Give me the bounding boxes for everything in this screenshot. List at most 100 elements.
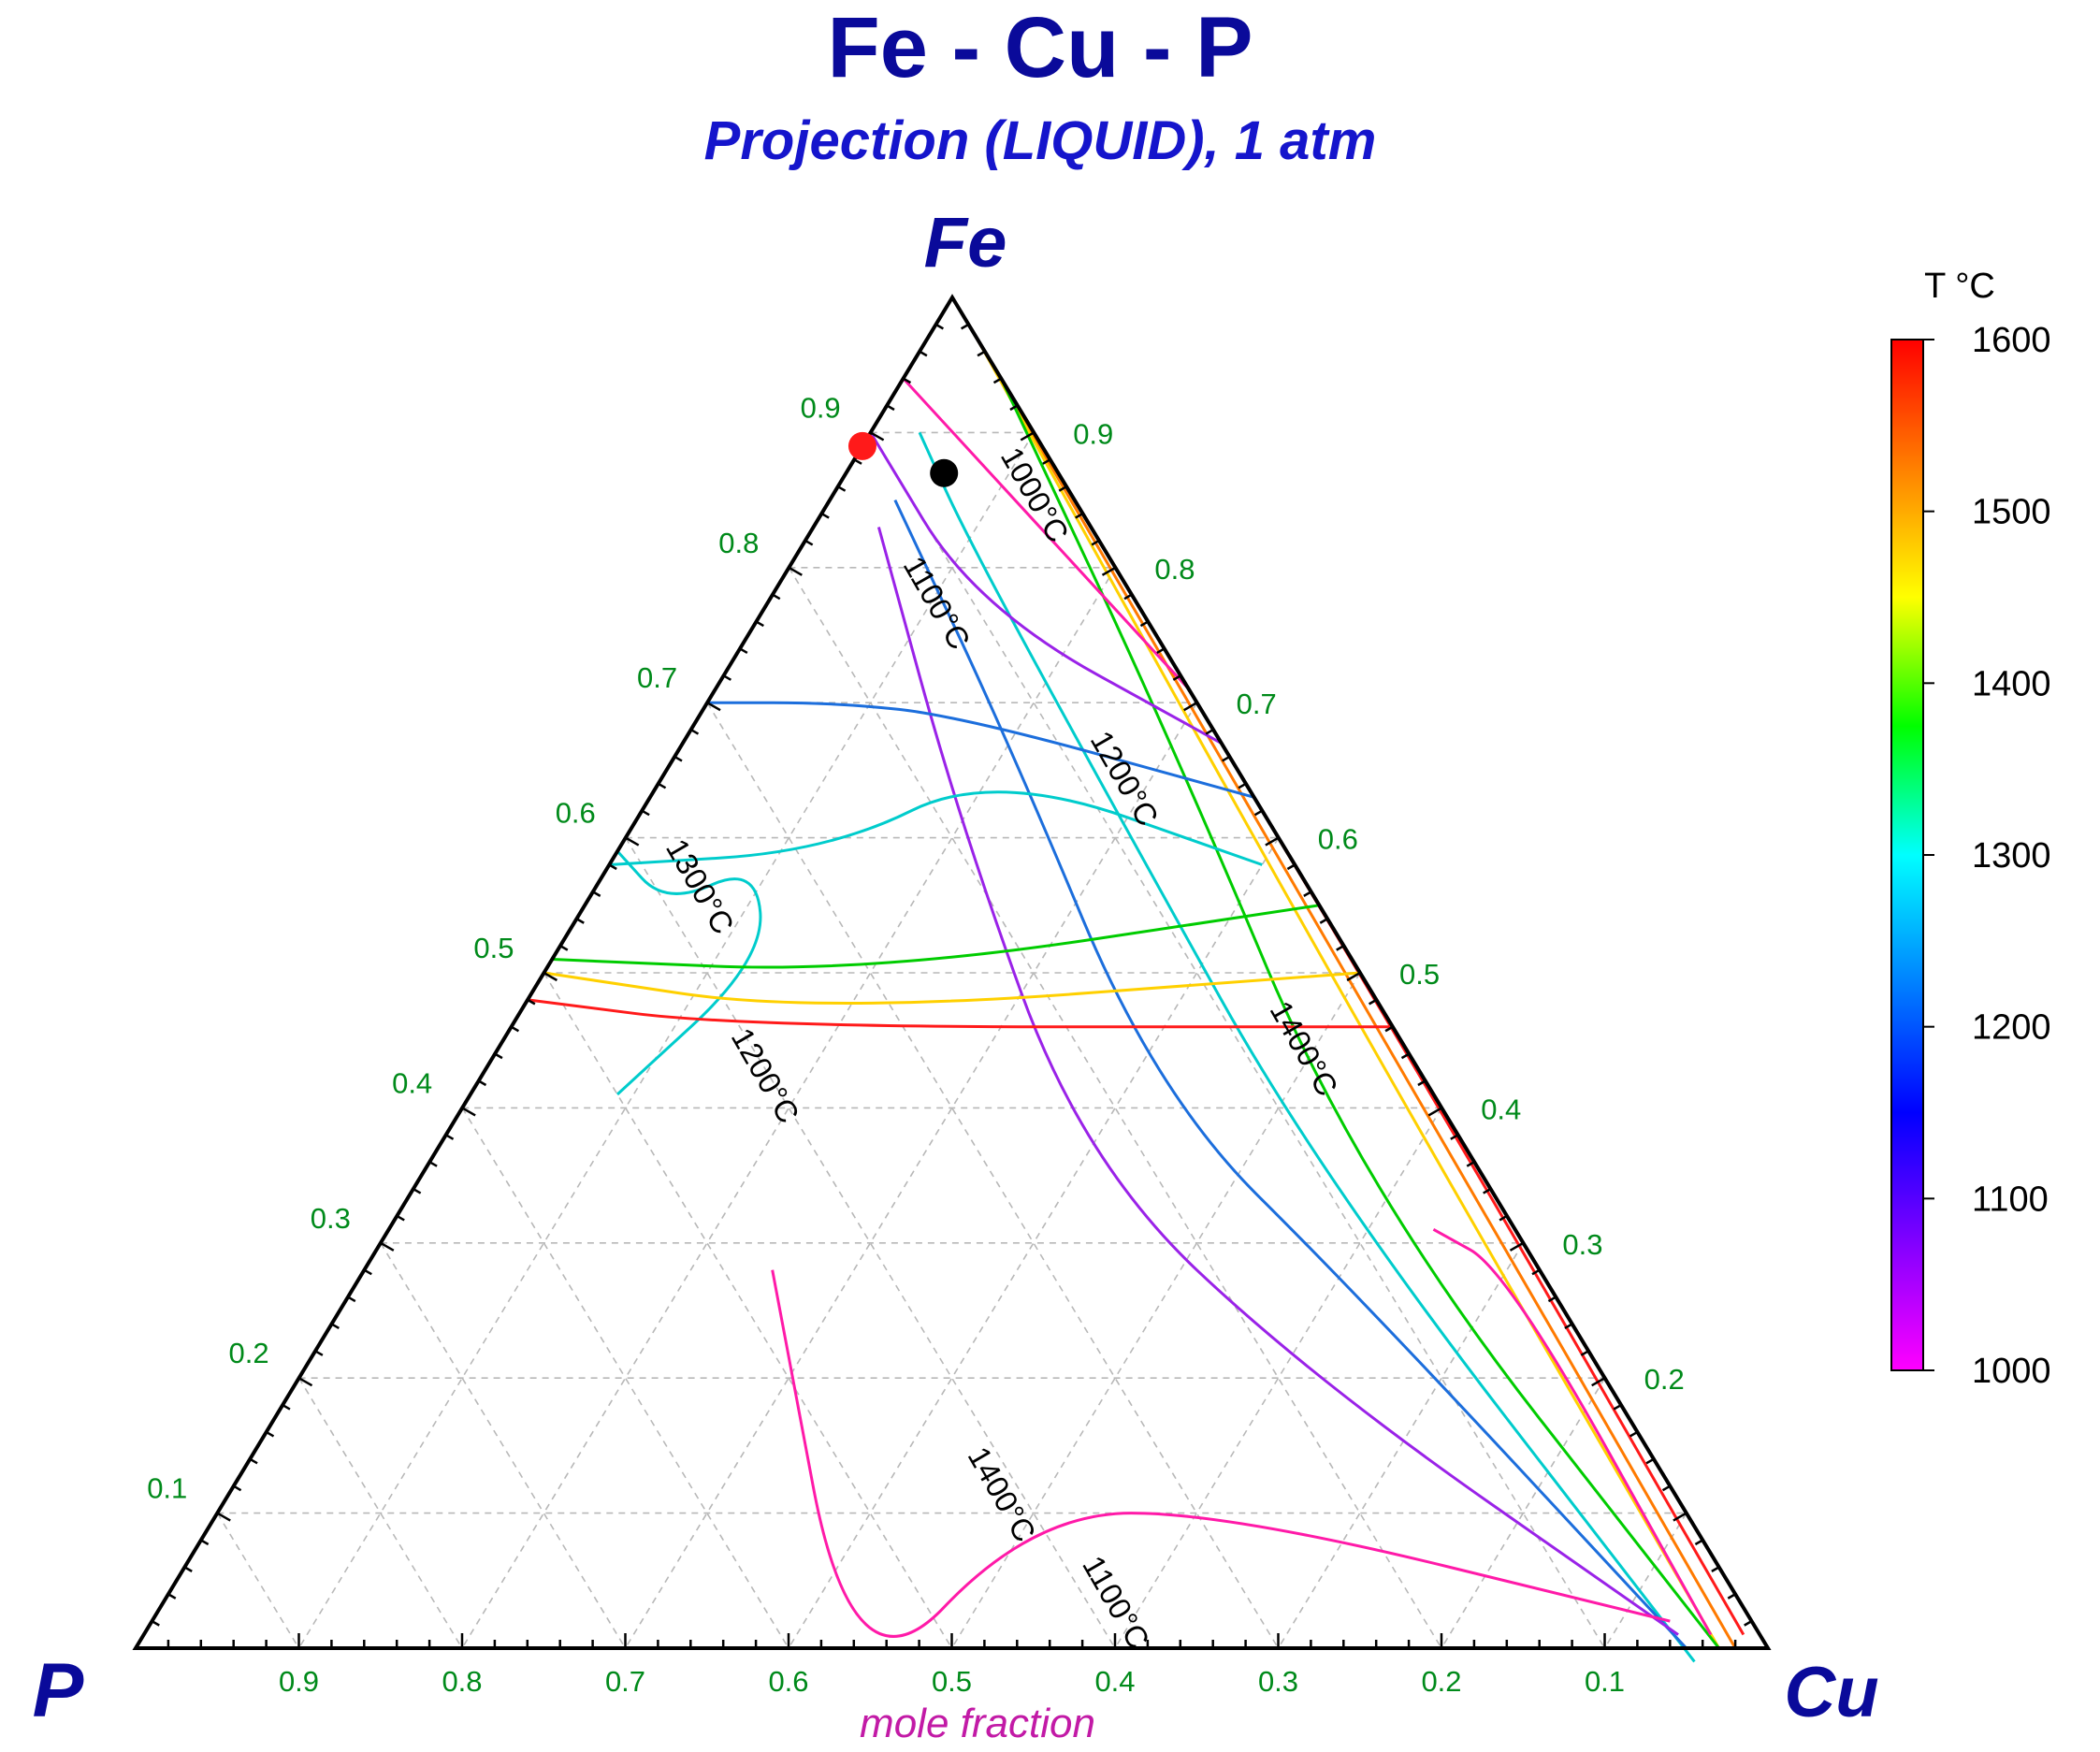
isotherm-1100 — [876, 527, 1679, 1636]
tick-cu — [1661, 1484, 1671, 1492]
tick-fe — [592, 890, 601, 897]
colorbar-tick-label: 1100 — [1972, 1180, 2049, 1219]
tick-cu — [1400, 1052, 1410, 1060]
tick-fe — [690, 728, 700, 735]
tick-cu — [1123, 593, 1133, 601]
tick-fe — [428, 1161, 438, 1167]
tick-fe — [396, 1214, 405, 1222]
tick-fe — [347, 1296, 356, 1303]
isotherm-1300 — [918, 431, 1696, 1663]
isotherm-1200 — [893, 499, 1687, 1650]
tick-cu — [1091, 539, 1100, 546]
tick-cu — [1694, 1539, 1703, 1546]
tick-cu — [1547, 1296, 1557, 1303]
tick-fe — [543, 971, 558, 982]
tick-fe — [249, 1457, 258, 1465]
tick-label-p: 0.8 — [442, 1665, 482, 1698]
isotherm-1500 — [543, 971, 1361, 1005]
tick-cu — [1172, 674, 1181, 681]
tick-cu — [1591, 1377, 1606, 1387]
tick-fe — [853, 458, 862, 465]
tick-fe — [233, 1484, 242, 1492]
tick-label-p: 0.9 — [279, 1665, 319, 1698]
tick-cu — [1531, 1268, 1541, 1276]
tick-fe — [314, 1350, 324, 1356]
tick-cu — [1336, 945, 1345, 951]
tick-cu — [1744, 1620, 1753, 1627]
tick-cu — [1466, 1161, 1475, 1167]
colorbar-tick-label: 1500 — [1972, 493, 2051, 532]
tick-fe — [706, 702, 721, 712]
black-point — [930, 458, 959, 487]
colorbar-tick-label: 1400 — [1972, 664, 2051, 703]
tick-cu — [1427, 1107, 1442, 1117]
tick-cu — [1450, 1134, 1459, 1140]
grid-line-p — [380, 1242, 627, 1649]
tick-cu — [1101, 566, 1117, 576]
tick-fe — [870, 431, 885, 442]
colorbar: T °C 1600 1500 1400 1300 1200 1100 1000 — [1890, 267, 2051, 1391]
tick-fe — [494, 1052, 503, 1060]
tick-fe — [804, 539, 814, 546]
tick-label-cu: 0.2 — [1644, 1363, 1685, 1396]
tick-cu — [1564, 1323, 1573, 1330]
tick-label-fe: 0.4 — [392, 1066, 432, 1099]
tick-fe — [478, 1079, 487, 1087]
isotherm-1200 — [707, 701, 1255, 799]
tick-cu — [1286, 863, 1296, 871]
tick-fe — [330, 1323, 340, 1330]
tick-label-cu: 0.3 — [1562, 1228, 1602, 1261]
tick-fe — [510, 1025, 520, 1033]
colorbar-tick-label: 1000 — [1972, 1352, 2051, 1391]
isotherm-1000 — [902, 377, 1190, 690]
axis-tick-labels: 0.1 0.2 0.3 0.4 0.5 0.6 0.7 0.8 0.9 0.2 0.3 0.4 0.5 0… — [147, 391, 1685, 1698]
tick-fe — [886, 404, 895, 412]
tick-fe — [673, 755, 683, 762]
grid-line-cu — [1441, 1377, 1606, 1649]
isotherm-label: 1200°C — [725, 1022, 806, 1129]
grid-line-cu — [624, 702, 1198, 1649]
tick-label-p: 0.6 — [768, 1665, 808, 1698]
isotherm-1400 — [552, 904, 1320, 969]
tick-fe — [297, 1377, 313, 1387]
tick-cu — [1346, 971, 1361, 982]
grid-line-cu — [1603, 1513, 1687, 1649]
tick-cu — [1156, 647, 1166, 655]
tick-cu — [1205, 728, 1214, 735]
tick-label-p: 0.5 — [932, 1665, 972, 1698]
tick-fe — [772, 593, 781, 601]
tick-label-p: 0.3 — [1258, 1665, 1298, 1698]
isotherm-1200 — [616, 850, 762, 1096]
tick-cu — [1238, 782, 1247, 789]
colorbar-title: T °C — [1924, 267, 1995, 306]
tick-fe — [380, 1241, 395, 1252]
tick-fe — [167, 1593, 177, 1600]
tick-cu — [1222, 755, 1231, 762]
tick-fe — [788, 566, 803, 576]
tick-fe — [608, 863, 617, 871]
tick-cu — [1253, 809, 1263, 817]
isotherm-1000 — [771, 1269, 1671, 1638]
isotherm-1600 — [527, 998, 1393, 1029]
isotherm-1300 — [609, 790, 1263, 866]
grid-lines — [216, 431, 1687, 1649]
tick-label-fe: 0.9 — [801, 391, 841, 424]
tick-label-p: 0.1 — [1585, 1665, 1625, 1698]
grid-line-p — [216, 1513, 300, 1649]
axis-label-mole-fraction: mole fraction — [860, 1701, 1095, 1746]
tick-label-fe: 0.3 — [311, 1202, 351, 1235]
tick-fe — [183, 1566, 193, 1572]
tick-cu — [1319, 918, 1328, 924]
tick-fe — [837, 485, 847, 492]
tick-fe — [658, 782, 667, 789]
tick-cu — [1368, 998, 1378, 1006]
tick-cu — [1303, 890, 1312, 897]
tick-fe — [461, 1107, 476, 1117]
marked-points — [847, 431, 959, 487]
isotherm-1000 — [1432, 1228, 1713, 1636]
isotherm-1550 — [967, 324, 1737, 1649]
tick-fe — [413, 1187, 422, 1195]
tick-fe — [200, 1539, 210, 1546]
tick-fe — [902, 377, 912, 384]
